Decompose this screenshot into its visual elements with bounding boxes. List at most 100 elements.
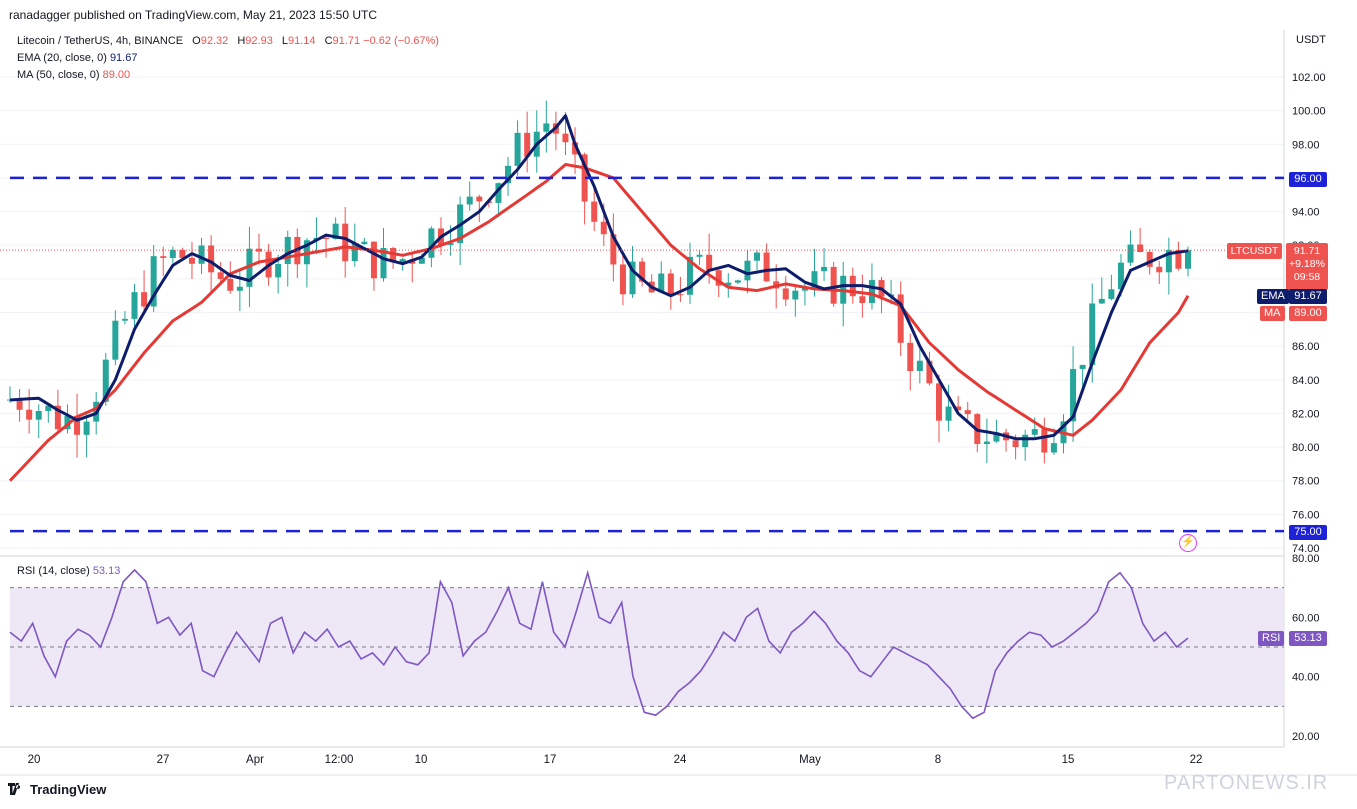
- candle-body: [466, 196, 473, 205]
- candle-body: [543, 123, 550, 132]
- time-tick-label: 20: [28, 754, 41, 766]
- low-label: L: [281, 35, 288, 47]
- rsi-legend[interactable]: RSI (14, close) 53.13: [17, 565, 120, 577]
- candle-body: [275, 263, 282, 278]
- ma-legend[interactable]: MA (50, close, 0) 89.00: [17, 69, 130, 81]
- candle-body: [332, 223, 339, 239]
- candle-body: [380, 247, 387, 279]
- price-tick-label: 80.00: [1292, 442, 1320, 454]
- ma-axis-value: 89.00: [1289, 306, 1327, 321]
- candle-body: [16, 399, 23, 410]
- candle-body: [1146, 251, 1153, 267]
- chart-grid: [0, 76, 1284, 549]
- candle-body: [763, 252, 770, 282]
- candle-body: [1012, 440, 1019, 448]
- ma-line: [8, 163, 1190, 482]
- rsi-axis[interactable]: 20.00 40.00 60.00 80.00: [1292, 553, 1320, 743]
- candle-body: [801, 287, 808, 291]
- brand-text: TradingView: [30, 782, 107, 797]
- candle-body: [706, 254, 713, 271]
- tradingview-logo-icon: [8, 783, 21, 795]
- open-value: 92.32: [200, 35, 229, 47]
- candle-body: [1108, 289, 1115, 299]
- candle-body: [639, 261, 646, 282]
- ma-axis-name: MA: [1260, 306, 1285, 321]
- candle-body: [83, 421, 90, 435]
- candle-body: [619, 264, 626, 295]
- candle-body: [361, 241, 368, 245]
- high-label: H: [237, 35, 246, 47]
- price-tick-label: 100.00: [1292, 106, 1326, 118]
- candle-body: [667, 273, 674, 295]
- candle-body: [256, 248, 263, 252]
- candle-countdown: 09:58: [1293, 271, 1321, 283]
- rsi-line: [9, 568, 1189, 720]
- candle-body: [141, 292, 148, 307]
- candle-body: [1137, 244, 1144, 252]
- candle-body: [811, 271, 818, 288]
- candle-body: [390, 247, 397, 263]
- ma-legend-label: MA (50, close, 0): [17, 69, 100, 81]
- time-axis[interactable]: 20 27 Apr 12:00 10 17 24 May 8 15 22: [28, 754, 1203, 766]
- level-high-tag: 96.00: [1289, 172, 1327, 187]
- candle-body: [1098, 298, 1105, 304]
- symbol-legend[interactable]: Litecoin / TetherUS, 4h, BINANCE O92.32 …: [17, 35, 439, 47]
- candle-body: [677, 294, 684, 296]
- candle-body: [131, 292, 138, 319]
- candle-body: [217, 272, 224, 279]
- candle-body: [1175, 250, 1182, 269]
- time-tick-label: 24: [674, 754, 687, 766]
- rsi-band: [10, 587, 1284, 707]
- candle-body: [916, 360, 923, 372]
- time-tick-label: 12:00: [325, 754, 354, 766]
- candle-body: [169, 249, 176, 258]
- price-tick-label: 94.00: [1292, 207, 1320, 219]
- candle-body: [993, 432, 1000, 442]
- candle-body: [744, 260, 751, 281]
- rsi-band-fill: [10, 587, 1284, 707]
- candle-body: [112, 320, 119, 360]
- publish-info: ranadagger published on TradingView.com,…: [9, 8, 378, 22]
- candle-body: [370, 241, 377, 279]
- tradingview-logo[interactable]: TradingView: [8, 782, 106, 797]
- candle-body: [74, 415, 81, 435]
- candle-body: [600, 221, 607, 235]
- rsi-tick-label: 80.00: [1292, 553, 1320, 565]
- time-tick-label: 8: [935, 754, 941, 766]
- candle-body: [236, 286, 243, 291]
- time-tick-label: 27: [157, 754, 170, 766]
- candle-body: [983, 441, 990, 444]
- candle-body: [581, 154, 588, 202]
- candle-body: [64, 415, 71, 430]
- price-tick-label: 76.00: [1292, 509, 1320, 521]
- candle-body: [447, 243, 454, 246]
- candle-body: [351, 244, 358, 262]
- symbol-tag: LTCUSDT: [1227, 243, 1282, 259]
- candle-body: [868, 280, 875, 304]
- candle-body: [1022, 434, 1029, 448]
- rsi-tick-label: 20.00: [1292, 731, 1320, 743]
- ema-legend[interactable]: EMA (20, close, 0) 91.67: [17, 52, 137, 64]
- candle-body: [102, 359, 109, 402]
- currency-label: USDT: [1296, 34, 1326, 46]
- price-tick-label: 78.00: [1292, 476, 1320, 488]
- candle-body: [179, 249, 186, 258]
- last-price-change: +9.18%: [1289, 258, 1325, 270]
- candle-body: [246, 248, 253, 287]
- time-tick-label: 15: [1062, 754, 1075, 766]
- candle-body: [399, 259, 406, 263]
- candle-body: [1185, 250, 1191, 269]
- price-tick-label: 84.00: [1292, 375, 1320, 387]
- close-value: 91.71: [332, 35, 361, 47]
- time-tick-label: 10: [415, 754, 428, 766]
- candle-body: [1070, 368, 1077, 422]
- rsi-legend-value: 53.13: [92, 565, 121, 577]
- candle-body: [610, 234, 617, 265]
- candle-body: [1041, 429, 1048, 453]
- candle-body: [524, 132, 531, 157]
- candle-body: [1031, 429, 1038, 435]
- candle-body: [514, 132, 521, 166]
- flash-icon[interactable]: ⚡: [1179, 534, 1197, 552]
- last-price-tag: 91.71 +9.18% 09:58: [1286, 243, 1328, 290]
